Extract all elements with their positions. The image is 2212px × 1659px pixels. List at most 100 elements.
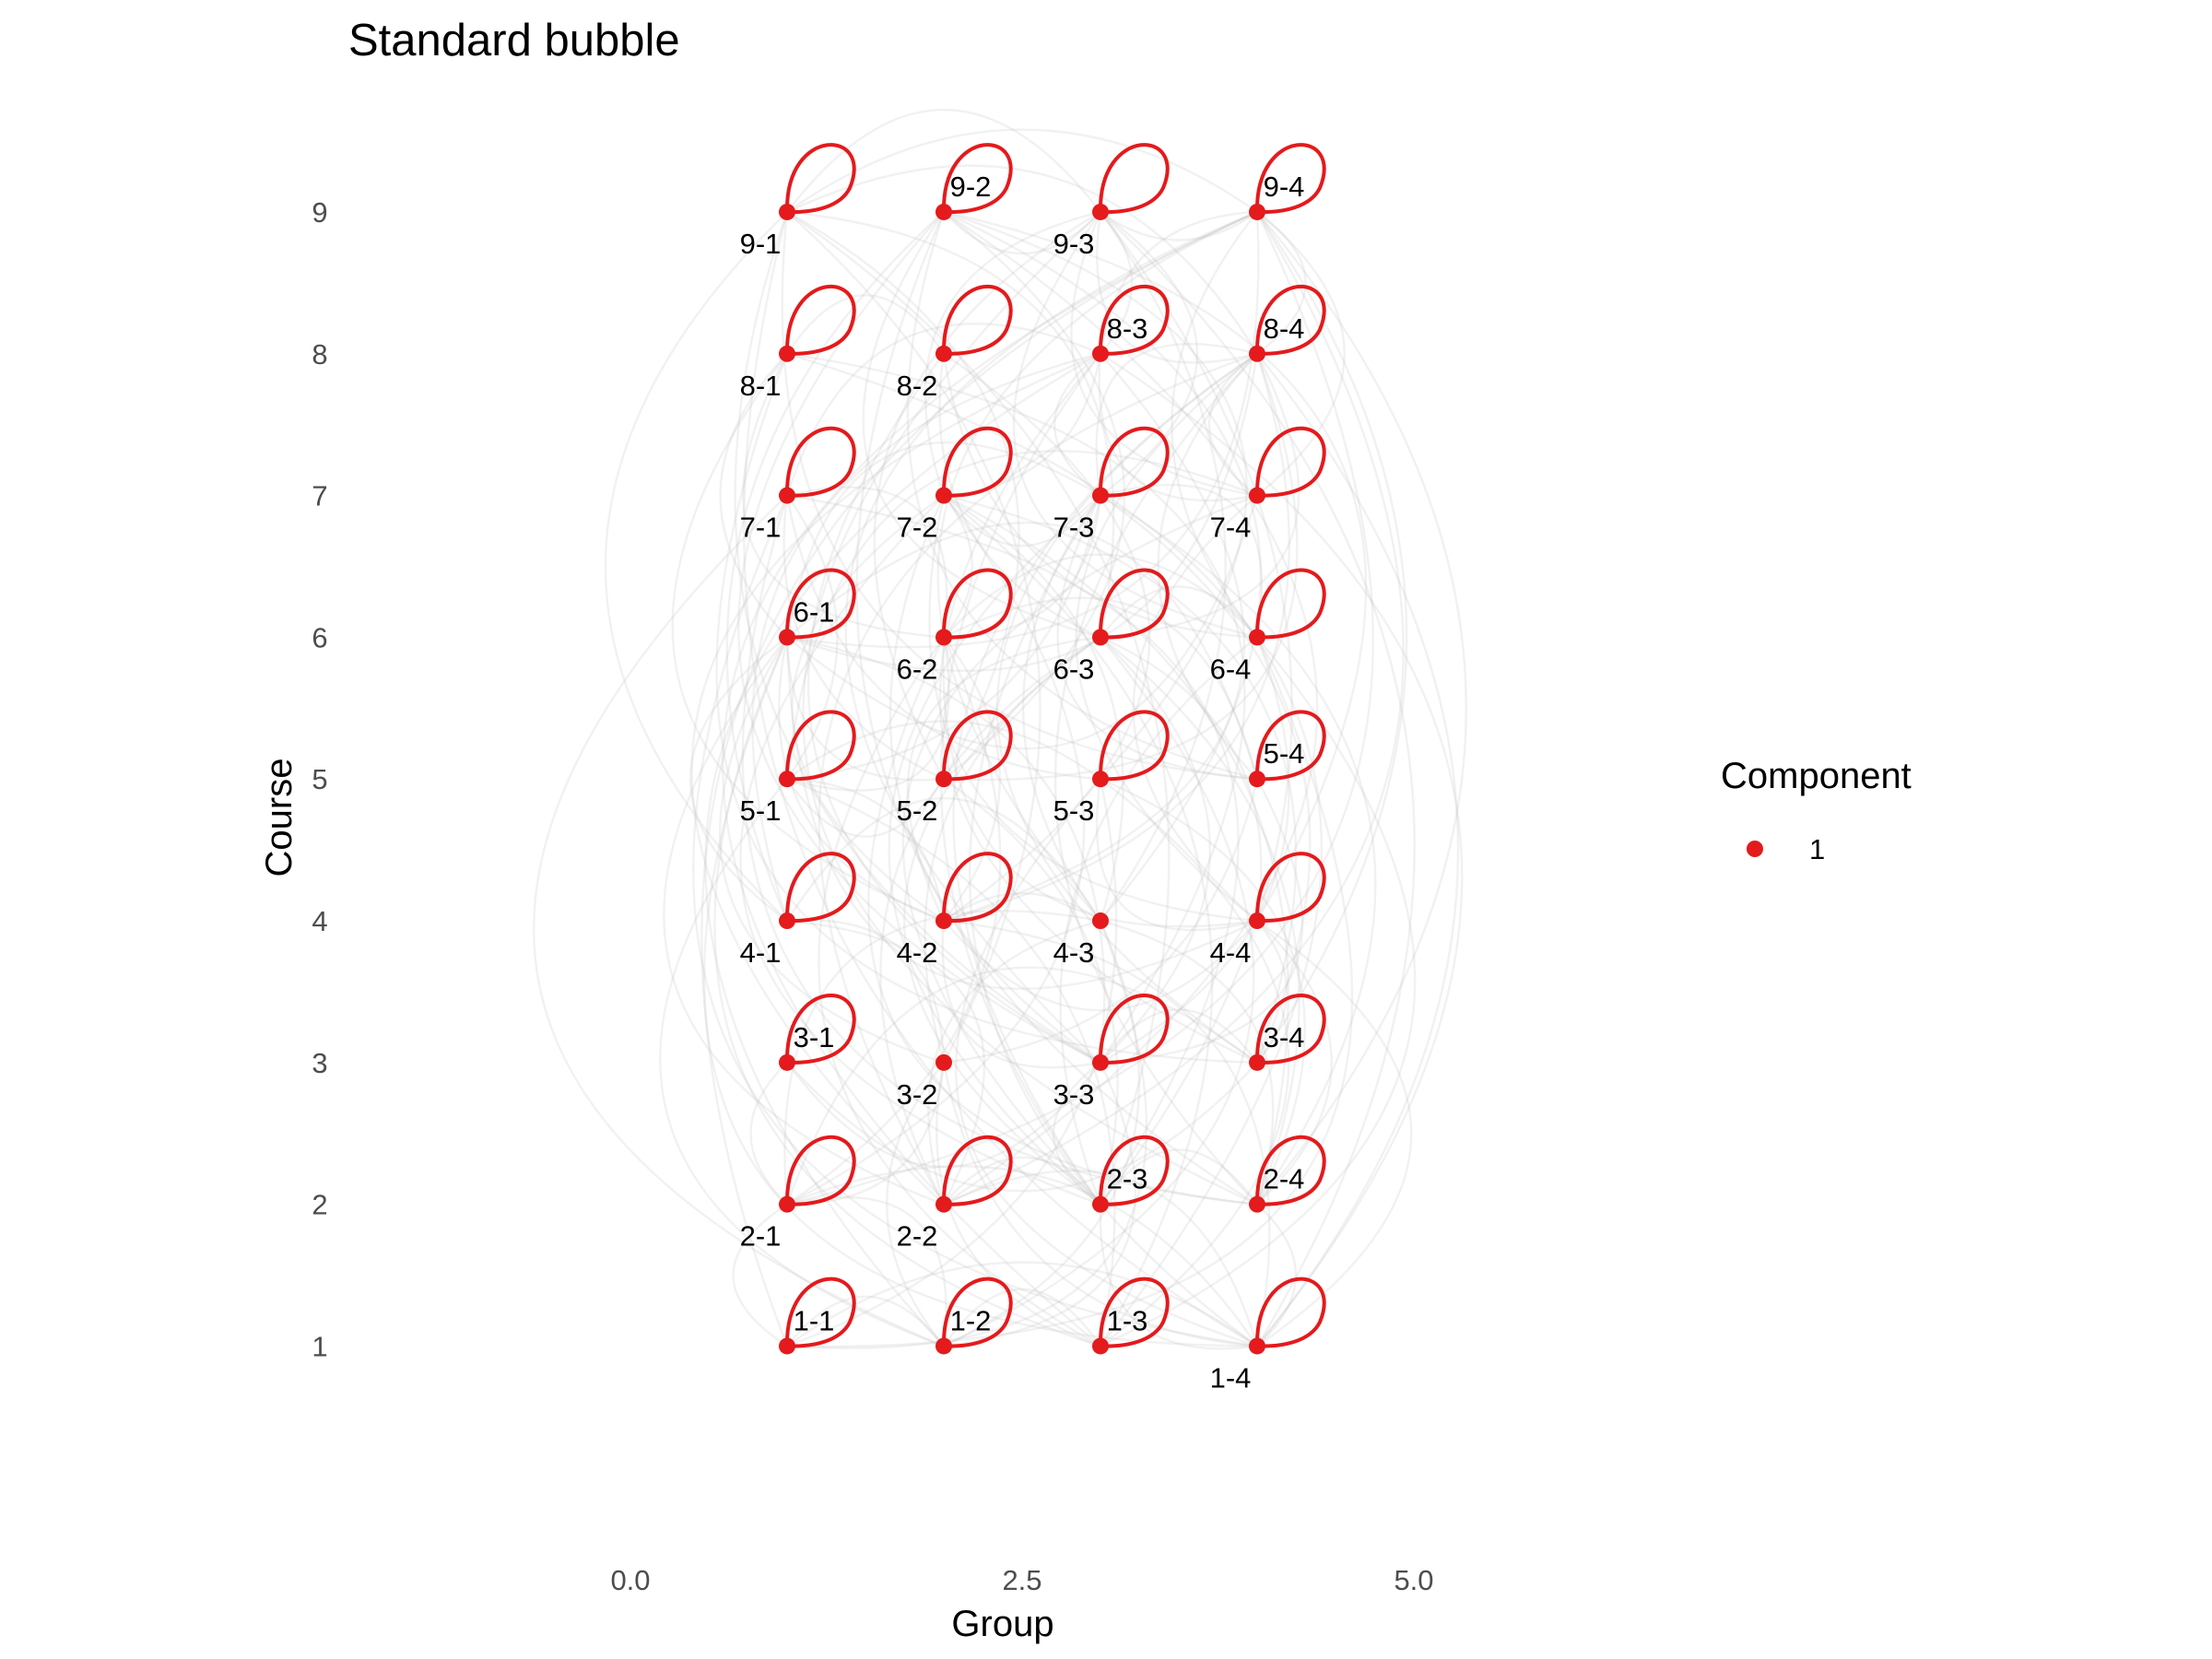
self-loop	[1254, 1135, 1326, 1206]
graph-edge	[786, 637, 950, 792]
y-axis-ticks: 1 2 3 4 5 6 7 8 9	[312, 196, 327, 1363]
graph-edge	[1256, 211, 1307, 355]
node-point	[1249, 771, 1265, 788]
x-tick-label: 5.0	[1394, 1564, 1433, 1596]
graph-edge	[688, 636, 788, 923]
node-point	[779, 1053, 795, 1071]
graph-edge	[1171, 211, 1258, 639]
graph-edge	[742, 353, 945, 639]
graph-edge	[1070, 211, 1258, 497]
x-tick-label: 2.5	[1002, 1564, 1041, 1596]
node-point	[1092, 771, 1109, 788]
graph-edge	[1207, 352, 1258, 497]
node-label: 6-1	[794, 595, 835, 628]
self-loop	[1098, 143, 1170, 215]
graph-edge	[786, 1062, 1101, 1168]
graph-edge	[659, 778, 945, 1347]
graph-edge	[749, 1062, 788, 1206]
graph-edge	[690, 352, 1101, 1206]
graph-edge	[719, 352, 788, 639]
graph-edge	[1256, 211, 1346, 497]
graph-edge	[1256, 920, 1288, 1064]
node-point	[1092, 345, 1109, 362]
graph-edge	[1100, 494, 1377, 1206]
node-label: 2-1	[740, 1220, 782, 1253]
graph-edge	[935, 1062, 1101, 1347]
graph-edge	[786, 778, 946, 922]
self-loop	[1098, 1135, 1170, 1206]
node-label: 6-3	[1053, 653, 1095, 685]
node-point	[935, 1337, 952, 1355]
node-label: 4-2	[897, 936, 938, 969]
graph-edge	[1256, 920, 1413, 1347]
node-point	[1092, 487, 1109, 504]
graph-edge	[786, 164, 1259, 355]
graph-edge	[713, 636, 1101, 1347]
graph-edge	[942, 1062, 1258, 1347]
graph-edge	[818, 636, 1101, 1347]
graph-edge	[943, 494, 1124, 922]
self-loop	[941, 568, 1013, 640]
graph-edge	[786, 211, 1374, 1206]
node-label: 9-4	[1264, 171, 1305, 203]
node-point	[1092, 203, 1109, 220]
node-point	[1249, 1195, 1265, 1213]
graph-edge	[786, 919, 985, 1206]
graph-edge	[924, 636, 1101, 1064]
graph-edge	[942, 637, 1258, 928]
legend-key-1	[1747, 841, 1763, 857]
graph-edge	[786, 1295, 945, 1347]
graph-edge	[1256, 353, 1460, 1347]
node-label: 4-4	[1210, 936, 1252, 969]
graph-edge	[943, 353, 1290, 923]
graph-edge	[604, 211, 788, 922]
self-loop	[784, 143, 856, 215]
graph-edge	[785, 637, 945, 782]
graph-edge	[943, 494, 1214, 1347]
y-tick-label: 8	[312, 338, 327, 371]
node-point	[1092, 1195, 1109, 1213]
graph-edge	[943, 636, 1002, 922]
graph-edge	[862, 211, 1101, 639]
graph-edge	[786, 636, 1002, 1206]
graph-edge	[936, 210, 1258, 922]
graph-edge	[671, 353, 945, 923]
y-tick-label: 7	[312, 480, 327, 512]
self-loop	[941, 426, 1013, 498]
graph-edge	[1100, 352, 1464, 1347]
node-label: 3-3	[1053, 1078, 1095, 1111]
graph-edge	[1100, 778, 1290, 1347]
y-tick-label: 3	[312, 1047, 327, 1079]
graph-edge	[786, 778, 1118, 1347]
node-label: 2-4	[1264, 1163, 1305, 1195]
node-label: 8-4	[1264, 312, 1305, 345]
graph-edge	[1095, 779, 1258, 932]
y-tick-label: 9	[312, 196, 327, 229]
graph-edge	[786, 1165, 1258, 1347]
graph-edge	[786, 778, 945, 838]
node-point	[935, 1195, 952, 1213]
graph-edge	[924, 210, 1101, 496]
graph-edge	[968, 494, 1258, 1347]
node-point	[935, 771, 952, 788]
graph-edge	[943, 494, 1289, 1206]
node-label: 9-2	[950, 171, 992, 203]
node-label: 5-4	[1264, 737, 1305, 770]
graph-edge	[867, 636, 1258, 1206]
x-axis-ticks: 0.0 2.5 5.0	[610, 1564, 1433, 1596]
self-loop	[784, 568, 856, 640]
node-point	[779, 1337, 795, 1355]
graph-edge	[786, 109, 1101, 213]
node-label: 8-1	[740, 370, 782, 402]
node-label: 1-1	[794, 1304, 835, 1336]
graph-edge	[943, 353, 1299, 782]
graph-edge	[1100, 211, 1416, 1347]
node-label: 7-4	[1210, 512, 1252, 544]
graph-edge	[741, 495, 1258, 1206]
graph-edge	[943, 919, 1271, 1347]
graph-edge	[785, 966, 1258, 1206]
graph-edge	[888, 495, 1101, 1064]
node-point	[935, 912, 952, 930]
node-label: 3-4	[1264, 1021, 1305, 1053]
graph-edge	[1100, 636, 1300, 1206]
